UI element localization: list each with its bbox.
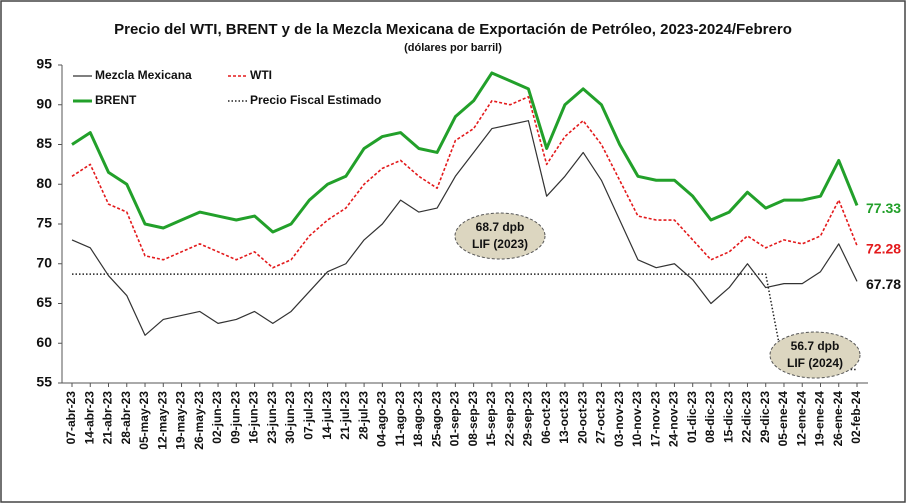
x-tick-label: 14-abr-23 xyxy=(82,391,96,445)
chart-subtitle: (dólares por barril) xyxy=(404,42,502,54)
x-tick-label: 16-jun-23 xyxy=(247,391,261,444)
series-line xyxy=(72,273,857,371)
series-line xyxy=(71,120,858,336)
x-tick-label: 12-ene-24 xyxy=(794,391,808,447)
x-tick-label: 09-jun-23 xyxy=(228,391,242,444)
annotation-text: 68.7 dpb xyxy=(476,220,525,234)
legend-label: Precio Fiscal Estimado xyxy=(250,93,381,107)
x-tick-label: 11-ago-23 xyxy=(393,391,407,447)
x-tick-label: 08-dic-23 xyxy=(703,391,717,443)
series-line xyxy=(71,71,859,234)
x-tick-label: 22-dic-23 xyxy=(740,391,754,443)
x-tick-label: 14-jul-23 xyxy=(320,391,334,440)
x-tick-label: 27-oct-23 xyxy=(594,391,608,444)
x-tick-label: 23-jun-23 xyxy=(265,391,279,444)
y-tick-label: 60 xyxy=(36,334,52,350)
x-tick-label: 04-ago-23 xyxy=(375,391,389,447)
x-tick-label: 18-ago-23 xyxy=(411,391,425,447)
x-tick-label: 19-may-23 xyxy=(174,391,188,450)
end-label: 67.78 xyxy=(866,276,901,292)
x-tick-label: 25-ago-23 xyxy=(429,391,443,447)
y-tick-label: 80 xyxy=(36,175,52,191)
x-tick-label: 02-jun-23 xyxy=(210,391,224,444)
x-tick-label: 10-nov-23 xyxy=(630,391,644,447)
x-tick-label: 03-nov-23 xyxy=(612,391,626,447)
x-tick-label: 29-sep-23 xyxy=(521,391,535,447)
end-label: 72.28 xyxy=(866,240,901,256)
x-tick-label: 24-nov-23 xyxy=(667,391,681,447)
x-tick-label: 15-sep-23 xyxy=(484,391,498,447)
y-tick-label: 95 xyxy=(36,56,52,72)
x-tick-label: 21-jul-23 xyxy=(338,391,352,440)
annotation-text: LIF (2023) xyxy=(472,237,528,251)
x-tick-label: 15-dic-23 xyxy=(721,391,735,443)
end-label: 77.33 xyxy=(866,200,901,216)
y-tick-label: 65 xyxy=(36,294,52,310)
annotation-bubble xyxy=(769,331,861,379)
x-tick-label: 12-may-23 xyxy=(155,391,169,450)
annotation-text: LIF (2024) xyxy=(787,356,843,370)
x-tick-label: 07-abr-23 xyxy=(64,391,78,445)
x-tick-label: 19-ene-24 xyxy=(813,391,827,447)
x-tick-label: 08-sep-23 xyxy=(466,391,480,447)
legend-label: BRENT xyxy=(95,93,137,107)
series-line xyxy=(71,96,858,269)
x-tick-label: 17-nov-23 xyxy=(648,391,662,447)
x-tick-label: 26-may-23 xyxy=(192,391,206,450)
x-tick-label: 05-ene-24 xyxy=(776,391,790,447)
annotation-bubble xyxy=(454,212,546,260)
x-tick-label: 02-feb-24 xyxy=(849,391,863,444)
x-tick-label: 01-dic-23 xyxy=(685,391,699,443)
y-tick-label: 75 xyxy=(36,215,52,231)
x-tick-label: 01-sep-23 xyxy=(448,391,462,447)
x-tick-label: 13-oct-23 xyxy=(557,391,571,444)
annotation-text: 56.7 dpb xyxy=(791,339,840,353)
x-tick-label: 22-sep-23 xyxy=(502,391,516,447)
x-tick-label: 26-ene-24 xyxy=(831,391,845,447)
x-tick-label: 07-jul-23 xyxy=(301,391,315,440)
x-tick-label: 06-oct-23 xyxy=(539,391,553,444)
y-tick-label: 85 xyxy=(36,135,52,151)
x-tick-label: 21-abr-23 xyxy=(101,391,115,445)
x-tick-label: 28-jul-23 xyxy=(356,391,370,440)
y-tick-label: 70 xyxy=(36,254,52,270)
chart-title: Precio del WTI, BRENT y de la Mezcla Mex… xyxy=(114,21,792,38)
x-tick-label: 30-jun-23 xyxy=(283,391,297,444)
x-tick-label: 20-oct-23 xyxy=(575,391,589,444)
x-tick-label: 29-dic-23 xyxy=(758,391,772,443)
x-tick-label: 28-abr-23 xyxy=(119,391,133,445)
legend-label: WTI xyxy=(250,68,272,82)
legend-label: Mezcla Mexicana xyxy=(95,68,192,82)
y-tick-label: 90 xyxy=(36,95,52,111)
y-tick-label: 55 xyxy=(36,374,52,390)
x-tick-label: 05-may-23 xyxy=(137,391,151,450)
